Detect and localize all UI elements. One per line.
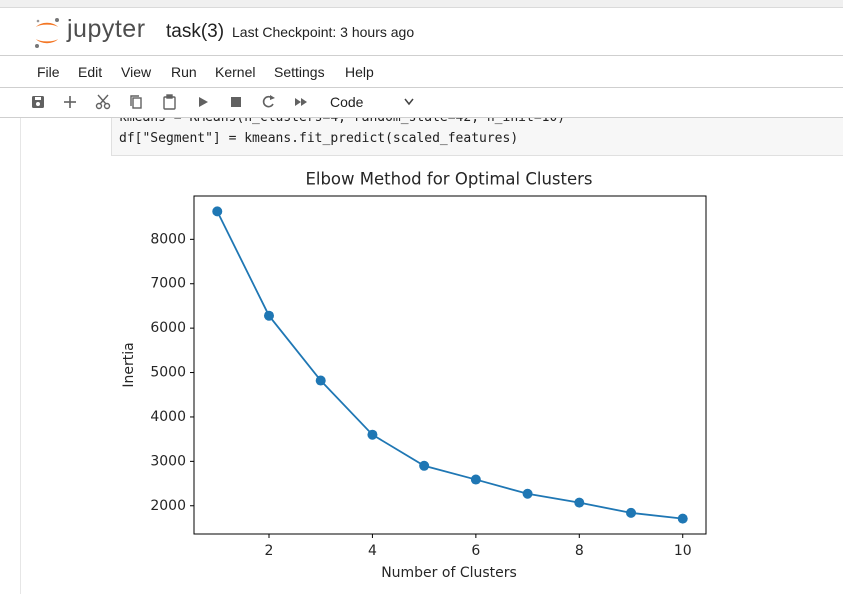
cell-type-dropdown-arrow[interactable] xyxy=(404,98,414,106)
y-tick-label: 3000 xyxy=(150,453,186,469)
cut-button[interactable] xyxy=(95,94,111,110)
data-point xyxy=(470,474,481,485)
toolbar: Code xyxy=(0,87,843,118)
notebook-name[interactable]: task(3) xyxy=(166,21,225,42)
data-point xyxy=(677,513,688,524)
y-tick-label: 4000 xyxy=(150,409,186,425)
data-point xyxy=(263,310,274,321)
top-strip xyxy=(0,0,843,8)
y-tick-label: 7000 xyxy=(150,276,186,292)
panel-border xyxy=(20,118,21,594)
x-tick-label: 4 xyxy=(368,543,377,559)
run-button[interactable] xyxy=(199,97,208,107)
checkpoint-status: Last Checkpoint: 3 hours ago xyxy=(232,24,415,40)
toolbar-icons xyxy=(32,94,414,110)
plot-frame xyxy=(193,195,707,535)
data-point xyxy=(315,375,326,386)
run-all-button[interactable] xyxy=(295,98,307,106)
data-point xyxy=(574,497,585,508)
menu-item[interactable]: Kernel xyxy=(215,64,256,80)
paste-button[interactable] xyxy=(163,94,176,110)
data-point xyxy=(212,206,223,217)
copy-button[interactable] xyxy=(130,95,142,109)
cell-type-select[interactable]: Code xyxy=(330,94,364,110)
jupyter-logo-icon[interactable] xyxy=(32,16,62,50)
x-axis-label: Number of Clusters xyxy=(381,565,517,581)
y-axis-label: Inertia xyxy=(121,342,137,387)
data-point xyxy=(367,429,378,440)
data-point xyxy=(626,507,637,518)
menu-item[interactable]: View xyxy=(121,64,152,80)
data-point xyxy=(419,460,430,471)
menu-bar: File Edit View Run Kernel Settings Help xyxy=(0,55,843,88)
x-tick-label: 10 xyxy=(674,543,692,559)
save-button[interactable] xyxy=(32,96,44,108)
y-tick-label: 2000 xyxy=(150,498,186,514)
code-line: df["Segment"] = kmeans.fit_predict(scale… xyxy=(119,131,519,146)
data-point xyxy=(522,488,533,499)
menu-item[interactable]: Run xyxy=(171,64,197,80)
x-tick-label: 6 xyxy=(471,543,480,559)
y-tick-label: 5000 xyxy=(150,365,186,381)
x-tick-label: 8 xyxy=(575,543,584,559)
y-tick-label: 6000 xyxy=(150,320,186,336)
logo-text[interactable]: jupyter xyxy=(67,15,146,43)
menu-item[interactable]: Edit xyxy=(78,64,103,80)
code-line: kmeans = KMeans(n_clusters=4, random_sta… xyxy=(119,118,565,125)
code-cell-input[interactable]: kmeans = KMeans(n_clusters=4, random_sta… xyxy=(111,118,843,156)
data-line xyxy=(216,210,683,520)
y-tick-label: 8000 xyxy=(150,231,186,247)
stop-button[interactable] xyxy=(231,97,241,107)
chart-title: Elbow Method for Optimal Clusters xyxy=(305,170,592,189)
menu-item[interactable]: File xyxy=(37,64,60,80)
add-cell-button[interactable] xyxy=(64,96,76,108)
x-tick-label: 2 xyxy=(265,543,274,559)
restart-button[interactable] xyxy=(262,95,275,108)
menu-item[interactable]: Help xyxy=(345,64,374,80)
menu-item[interactable]: Settings xyxy=(274,64,325,80)
